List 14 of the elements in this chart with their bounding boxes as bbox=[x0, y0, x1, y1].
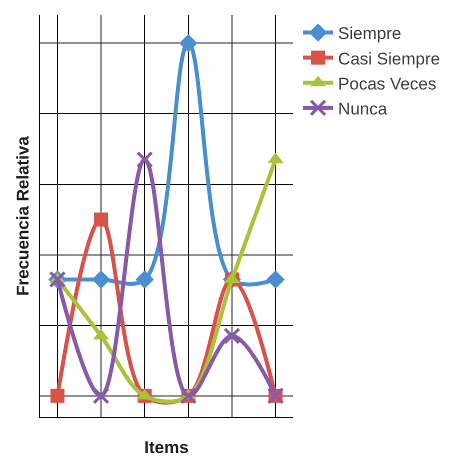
point bbox=[136, 270, 154, 289]
point bbox=[223, 327, 240, 344]
legend-label: Pocas Veces bbox=[338, 74, 436, 94]
point bbox=[179, 34, 198, 52]
x-axis-title: Items bbox=[144, 438, 189, 457]
point bbox=[92, 387, 110, 404]
point bbox=[266, 270, 285, 289]
legend-label: Nunca bbox=[338, 99, 388, 118]
point bbox=[50, 388, 64, 403]
legend-label: Siempre bbox=[338, 24, 402, 44]
point bbox=[136, 151, 154, 168]
legend-label: Casi Siempre bbox=[338, 49, 440, 68]
y-axis-title: Frecuencia Relativa bbox=[14, 136, 33, 296]
point bbox=[94, 212, 108, 227]
